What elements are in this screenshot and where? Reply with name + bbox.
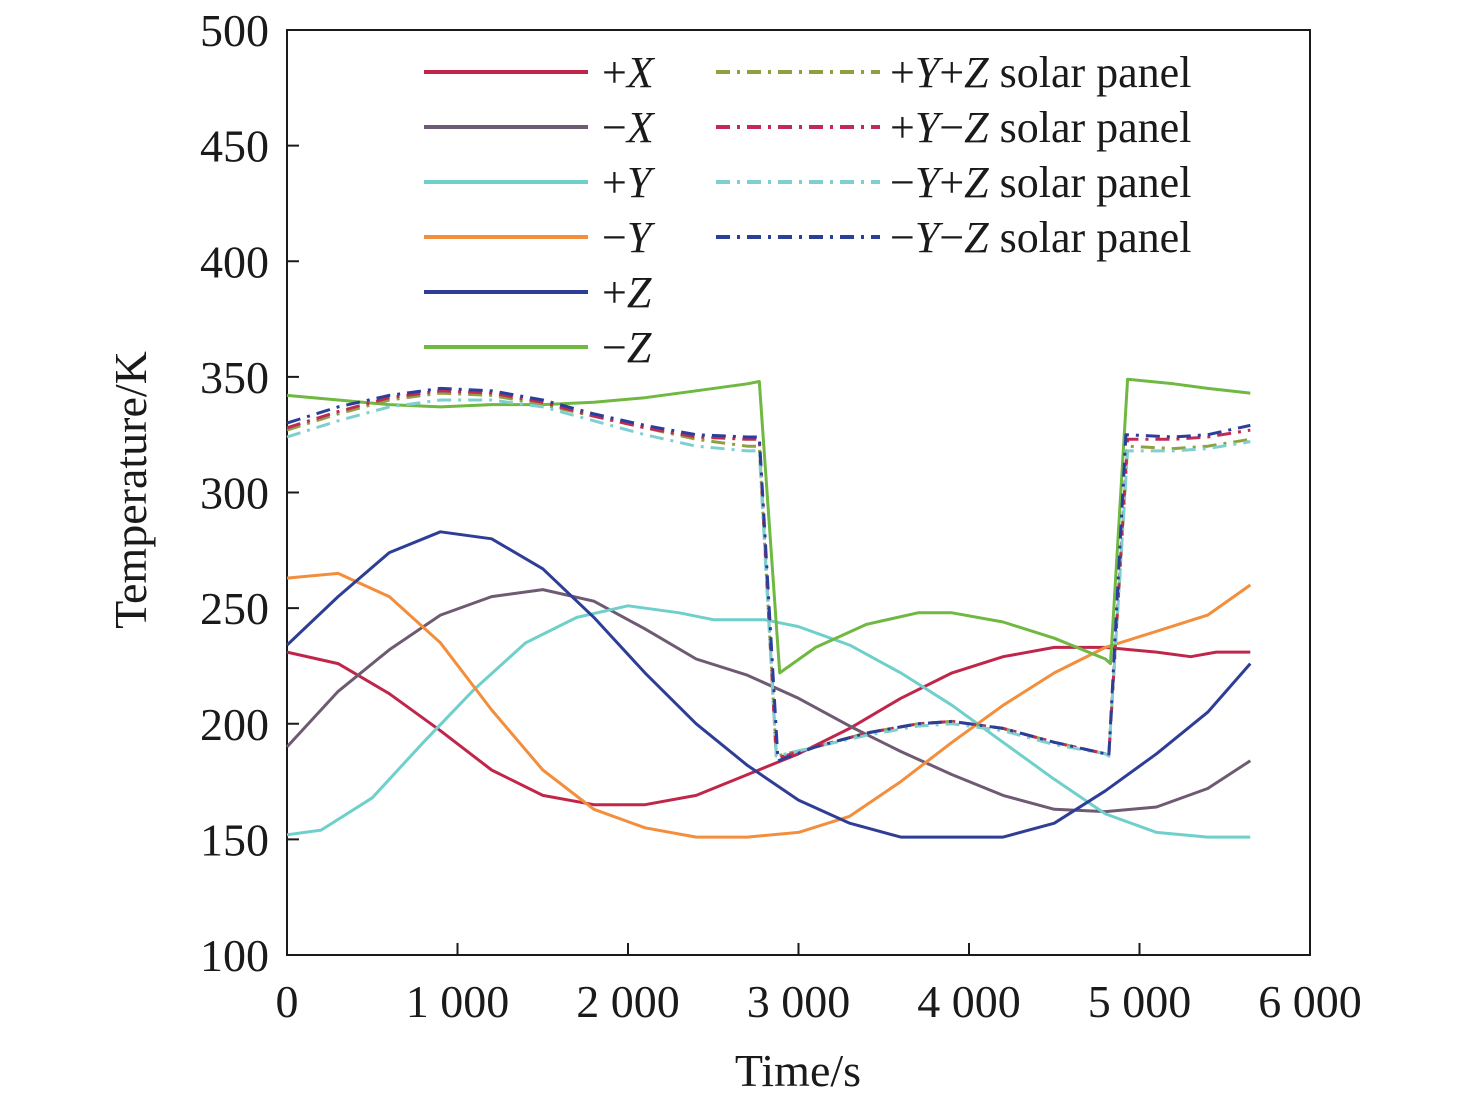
y-tick-label: 400 (200, 236, 269, 287)
y-tick-label: 100 (200, 930, 269, 981)
legend-item-plusy: +Y (424, 158, 656, 207)
legend-label: +X (602, 48, 656, 97)
x-tick-label: 6 000 (1258, 976, 1362, 1027)
axes: 0 1 000 2 000 3 000 4 000 5 000 6 000 100 150 200… (200, 5, 1362, 1027)
x-tick-label: 2 000 (576, 976, 680, 1027)
legend-item-plusyplusz-solar-panel: +Y+Z solar panel (716, 48, 1191, 97)
series-line-minusyminusz-solar-panel (286, 386, 1251, 763)
x-axis-title: Time/s (735, 1045, 861, 1096)
legend-item-minusyminusz-solar-panel: −Y−Z solar panel (716, 213, 1191, 262)
y-tick-label: 150 (200, 814, 269, 865)
y-tick-label: 350 (200, 352, 269, 403)
legend-label: −Y+Z solar panel (890, 158, 1191, 207)
y-axis-title: Temperature/K (105, 351, 156, 629)
legend-label: −X (602, 103, 656, 152)
legend-item-minusyplusz-solar-panel: −Y+Z solar panel (716, 158, 1191, 207)
series-line-plusyminusz-solar-panel (286, 389, 1251, 760)
y-tick-label: 450 (200, 121, 269, 172)
series-line-minusz (286, 377, 1251, 675)
legend: +X −X +Y −Y +Z −Z +Y+Z solar panel +Y−Z solar p… (424, 48, 1191, 372)
legend-label: −Y−Z solar panel (890, 213, 1191, 262)
legend-label: +Z (602, 268, 652, 317)
series-line-plusyplusz-solar-panel (286, 391, 1251, 758)
legend-item-minusz: −Z (424, 323, 652, 372)
series-line-minusy (286, 571, 1252, 839)
legend-label: −Z (602, 323, 652, 372)
series-line-minusyplusz-solar-panel (286, 398, 1251, 758)
series-line-plusz (285, 530, 1252, 839)
y-tick-label: 300 (200, 468, 269, 519)
legend-item-minusy: −Y (424, 213, 656, 262)
legend-label: +Y+Z solar panel (890, 48, 1191, 97)
x-tick-label: 3 000 (747, 976, 851, 1027)
x-tick-label: 0 (276, 976, 299, 1027)
legend-label: −Y (602, 213, 656, 262)
legend-label: +Y−Z solar panel (890, 103, 1191, 152)
plot-area (285, 377, 1252, 839)
legend-item-minusx: −X (424, 103, 656, 152)
legend-item-plusx: +X (424, 48, 656, 97)
legend-item-plusyminusz-solar-panel: +Y−Z solar panel (716, 103, 1191, 152)
y-tick-label: 250 (200, 583, 269, 634)
y-tick-label: 200 (200, 699, 269, 750)
x-tick-label: 1 000 (406, 976, 510, 1027)
legend-label: +Y (602, 158, 656, 207)
x-tick-label: 5 000 (1088, 976, 1192, 1027)
y-tick-label: 500 (200, 5, 269, 56)
legend-item-plusz: +Z (424, 268, 652, 317)
x-tick-label: 4 000 (917, 976, 1021, 1027)
